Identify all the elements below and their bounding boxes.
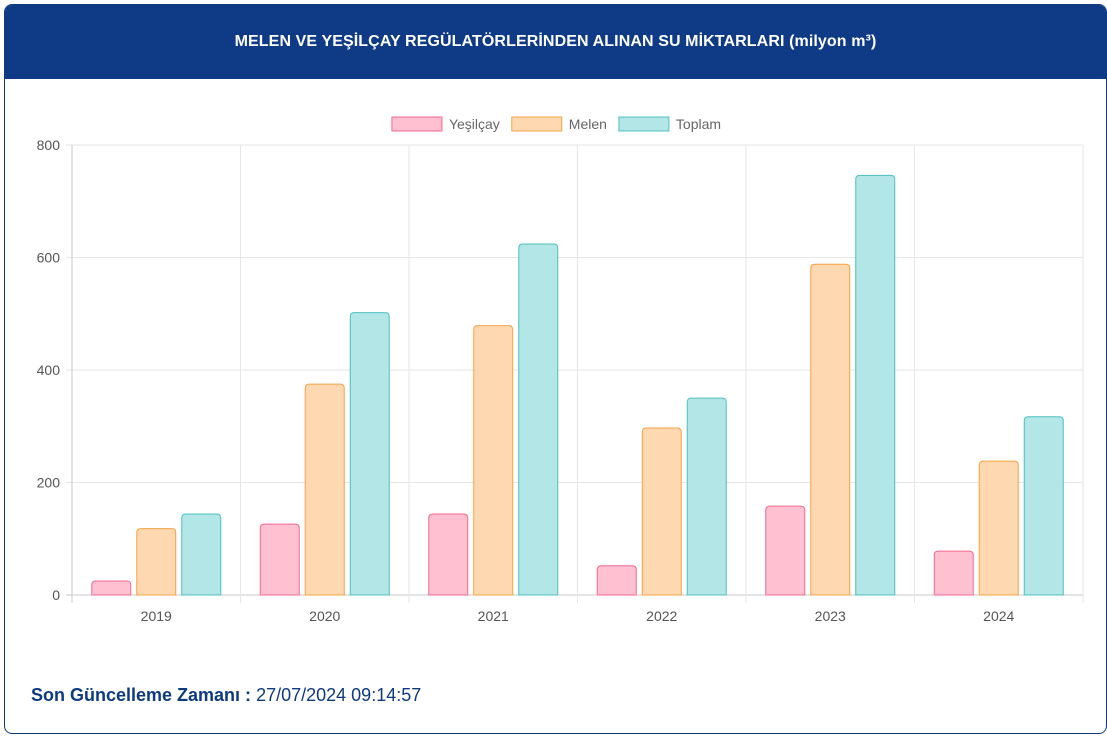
- y-tick-label: 200: [37, 475, 61, 491]
- legend-label: Yeşilçay: [449, 116, 500, 132]
- legend-swatch: [618, 116, 670, 132]
- x-tick-label: 2024: [983, 608, 1014, 624]
- last-update: Son Güncelleme Zamanı : 27/07/2024 09:14…: [31, 685, 421, 706]
- y-tick-label: 600: [37, 250, 61, 266]
- bar-yesilcay: [933, 550, 974, 596]
- bar-toplam: [686, 397, 727, 596]
- legend-label: Toplam: [676, 116, 721, 132]
- bar-toplam: [855, 174, 896, 596]
- x-tick-label: 2022: [646, 608, 677, 624]
- legend-item: Yeşilçay: [391, 116, 500, 132]
- bar-melen: [136, 528, 177, 596]
- bar-yesilcay: [765, 505, 806, 596]
- bar-toplam: [181, 513, 222, 596]
- y-tick-label: 400: [37, 362, 61, 378]
- bar-yesilcay: [596, 565, 637, 596]
- legend-swatch: [391, 116, 443, 132]
- bar-yesilcay: [91, 580, 132, 596]
- bar-melen: [304, 383, 345, 596]
- bar-melen: [473, 325, 514, 596]
- chart-title: MELEN VE YEŞİLÇAY REGÜLATÖRLERİNDEN ALIN…: [234, 33, 877, 50]
- bar-melen: [810, 263, 851, 596]
- x-tick-label: 2019: [141, 608, 172, 624]
- legend-swatch: [511, 116, 563, 132]
- x-tick-label: 2023: [815, 608, 846, 624]
- x-tick-label: 2021: [478, 608, 509, 624]
- bar-melen: [641, 427, 682, 596]
- bar-toplam: [349, 312, 390, 596]
- legend-item: Toplam: [618, 116, 721, 132]
- x-tick-label: 2020: [309, 608, 340, 624]
- chart-header: MELEN VE YEŞİLÇAY REGÜLATÖRLERİNDEN ALIN…: [5, 5, 1106, 79]
- bar-yesilcay: [428, 513, 469, 596]
- legend-item: Melen: [511, 116, 607, 132]
- last-update-value: 27/07/2024 09:14:57: [256, 685, 422, 705]
- bar-melen: [978, 460, 1019, 596]
- y-tick-label: 0: [52, 587, 60, 603]
- y-tick-label: 800: [37, 137, 61, 153]
- chart-card: MELEN VE YEŞİLÇAY REGÜLATÖRLERİNDEN ALIN…: [4, 4, 1107, 734]
- bar-toplam: [518, 243, 559, 596]
- legend-label: Melen: [569, 116, 607, 132]
- bar-yesilcay: [259, 523, 300, 596]
- bar-chart: 0 200 400 600 800 2019 2020 2021 2022 2023 2024 Yeş…: [37, 116, 1084, 624]
- last-update-label: Son Güncelleme Zamanı :: [31, 685, 252, 705]
- bar-toplam: [1023, 416, 1064, 596]
